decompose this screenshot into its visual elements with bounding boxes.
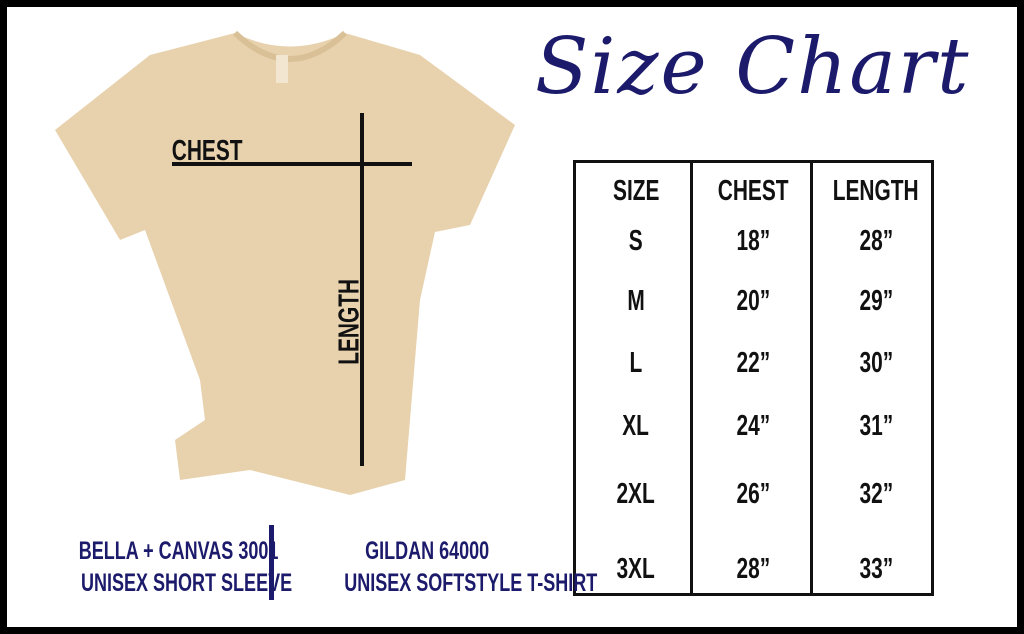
table-cell: 22” (736, 347, 770, 379)
table-cell: 33” (859, 553, 893, 585)
table-cell: 29” (859, 285, 893, 317)
table-cell: 24” (736, 410, 770, 442)
brand-gildan: GILDAN 64000 UNISEX SOFTSTYLE T-SHIRT (344, 537, 598, 597)
table-cell: S (629, 225, 643, 257)
brand-bella-canvas: BELLA + CANVAS 3001 UNISEX SHORT SLEEVE (78, 537, 293, 597)
header-size: SIZE (612, 175, 660, 207)
table-cell: 31” (859, 410, 893, 442)
tshirt-image (55, 30, 515, 495)
table-cell: 28” (859, 225, 893, 257)
table-cell: 18” (736, 225, 770, 257)
length-label: LENGTH (333, 278, 366, 365)
chest-label: CHEST (171, 135, 243, 167)
table-cell: XL (622, 410, 650, 442)
size-table: SIZE CHEST LENGTH S 18” 28” M 20” 29” L 22” 30” X… (573, 160, 934, 596)
table-cell: L (629, 347, 643, 379)
table-cell: 3XL (616, 553, 656, 585)
header-chest: CHEST (717, 175, 789, 207)
table-cell: 28” (736, 553, 770, 585)
table-cell: 32” (859, 478, 893, 510)
table-cell: 26” (736, 478, 770, 510)
brand-divider (269, 525, 274, 600)
page-title: Size Chart (535, 22, 971, 112)
table-cell: 30” (859, 347, 893, 379)
header-length: LENGTH (833, 175, 919, 207)
table-cell: M (627, 285, 645, 317)
table-cell: 20” (736, 285, 770, 317)
table-cell: 2XL (616, 478, 656, 510)
